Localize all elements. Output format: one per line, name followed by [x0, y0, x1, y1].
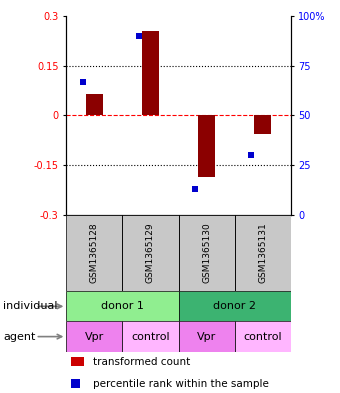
Text: GSM1365128: GSM1365128	[90, 222, 99, 283]
Text: individual: individual	[3, 301, 58, 311]
Bar	[66, 215, 122, 291]
Text: donor 1: donor 1	[101, 301, 144, 311]
Text: Vpr: Vpr	[85, 332, 104, 342]
Text: GSM1365131: GSM1365131	[258, 222, 267, 283]
Bar	[142, 31, 159, 115]
Bar	[122, 215, 178, 291]
Text: GSM1365130: GSM1365130	[202, 222, 211, 283]
Bar	[178, 291, 291, 321]
Text: control: control	[243, 332, 282, 342]
Text: donor 2: donor 2	[213, 301, 256, 311]
Bar	[66, 321, 122, 352]
Text: agent: agent	[3, 332, 36, 342]
Bar	[178, 321, 235, 352]
Bar	[178, 215, 235, 291]
Text: Vpr: Vpr	[197, 332, 216, 342]
Bar	[71, 379, 80, 388]
Text: control: control	[131, 332, 170, 342]
Text: percentile rank within the sample: percentile rank within the sample	[93, 378, 269, 389]
Bar	[254, 115, 271, 134]
Bar	[122, 321, 178, 352]
Text: transformed count: transformed count	[93, 356, 190, 367]
Text: GSM1365129: GSM1365129	[146, 222, 155, 283]
Bar	[66, 291, 178, 321]
Bar	[198, 115, 215, 176]
Bar	[235, 321, 291, 352]
Bar	[71, 357, 84, 366]
Bar	[235, 215, 291, 291]
Bar	[86, 94, 103, 115]
